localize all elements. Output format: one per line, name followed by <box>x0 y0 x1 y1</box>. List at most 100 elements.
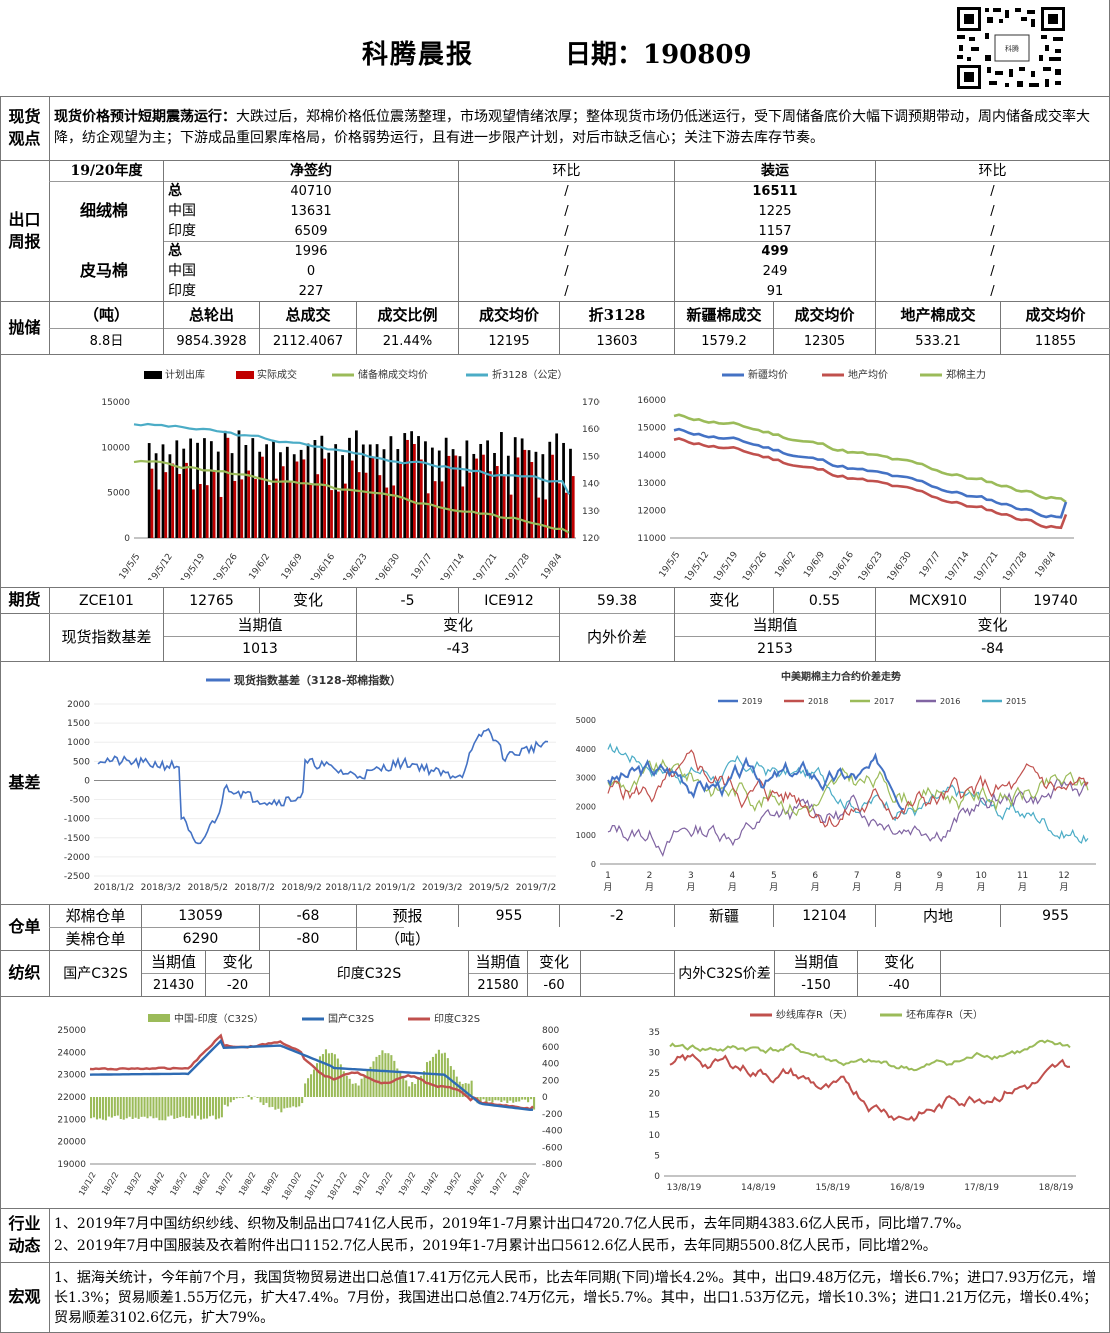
legend-label: 计划出库 <box>165 368 205 381</box>
y-right-tick: -200 <box>542 1110 563 1120</box>
reserve-value: 2112.4067 <box>272 334 344 349</box>
bar-actual <box>247 470 251 538</box>
bar-diff <box>235 1097 238 1099</box>
reserve-auction-chart: 计划出库 实际成交 储备棉成交均价 折3128（公定） 15000 10000 5000 0 1… <box>101 368 600 580</box>
bar-diff <box>167 1097 170 1117</box>
bar-actual <box>226 437 230 538</box>
bar-diff <box>107 1097 110 1117</box>
reserve-head: 总轮出 <box>188 305 234 324</box>
bar-plan <box>479 443 483 538</box>
bar-plan <box>161 444 165 538</box>
bar-diff <box>530 1097 533 1100</box>
bar-diff <box>197 1097 200 1116</box>
export-row-sub: 中国 <box>168 263 196 279</box>
label-line: 动态 <box>8 1236 41 1255</box>
export-chg-value: / <box>564 283 569 299</box>
bar-actual <box>551 454 554 538</box>
reserve-head: 折3128 <box>588 305 646 324</box>
bar-diff <box>194 1097 197 1119</box>
basis-change-head: 变化 <box>442 615 473 634</box>
reserve-head: 总成交 <box>285 305 331 324</box>
reserve-head: 成交均价 <box>1025 305 1086 324</box>
x-tick: 19/6/30 <box>886 550 914 580</box>
bar-diff <box>423 1071 426 1097</box>
reserve-value: 11855 <box>1034 334 1077 349</box>
x-tick: 19/4/2 <box>420 1171 441 1198</box>
x-tick: 2019/3/2 <box>422 883 462 893</box>
x-tick: 2018/11/2 <box>325 883 371 893</box>
x-tick: 19/5/19 <box>712 550 740 580</box>
section-label-reserve: 抛储 <box>8 317 41 337</box>
warehouse-cell: 13059 <box>178 908 223 924</box>
x-tick: 18/5/2 <box>168 1171 189 1198</box>
legend-label: 国产C32S <box>328 1012 374 1025</box>
section-label-warehouse: 仓单 <box>8 917 41 937</box>
reserve-value: 9854.3928 <box>176 334 247 349</box>
y-left-tick: 5000 <box>107 489 130 499</box>
y-right-tick: -800 <box>542 1160 563 1170</box>
x-tick: 18/9/2 <box>260 1171 281 1198</box>
reserve-head: 新疆棉成交 <box>686 305 762 324</box>
bar-diff <box>503 1097 506 1101</box>
series-xinjiang <box>673 427 1068 519</box>
bar-plan <box>472 453 476 538</box>
export-head-chg: 环比 <box>552 163 581 179</box>
warehouse-cell: 12104 <box>802 908 847 924</box>
x-tick: 14/8/19 <box>741 1183 776 1193</box>
y-left-tick: 25000 <box>57 1026 86 1036</box>
legend-label: 坯布库存R（天） <box>906 1008 983 1021</box>
export-net-value: 227 <box>298 283 324 299</box>
x-tick-unit: 月 <box>728 882 737 893</box>
warehouse-cell: 955 <box>495 908 523 924</box>
x-tick-unit: 月 <box>811 882 820 893</box>
bar-diff <box>265 1097 268 1103</box>
bar-plan <box>541 454 545 538</box>
bar-diff <box>467 1083 470 1097</box>
bar-diff <box>202 1097 206 1119</box>
bar-diff <box>223 1097 226 1105</box>
macro-news: 1、据海关统计，今年前7个月，我国货物贸易进出口总值17.41万亿元人民币，比去… <box>54 1270 1098 1326</box>
bar-diff <box>369 1066 372 1097</box>
x-tick: 19/7/14 <box>944 550 972 580</box>
bar-actual <box>240 479 244 538</box>
bar-diff <box>122 1097 125 1120</box>
y-tick: 16000 <box>637 396 666 406</box>
warehouse-cell: 郑棉仓单 <box>65 906 126 925</box>
bar-actual <box>267 484 271 538</box>
y-right-tick: 16000 <box>582 425 600 435</box>
bar-actual <box>350 460 354 538</box>
reserve-value: 12305 <box>803 334 846 349</box>
x-tick-month: 5 <box>771 871 777 881</box>
report-title: 科腾晨报 <box>362 40 475 70</box>
spot-price-chart: 新疆均价 地产均价 郑棉主力 16000 15000 14000 13000 12000 110… <box>637 368 1074 580</box>
export-ship-value: 1157 <box>758 223 792 239</box>
x-tick: 19/7/7 <box>410 552 435 580</box>
textile-head: 当期值 <box>793 952 839 971</box>
futures-cell: MCX910 <box>908 592 968 609</box>
legend-label: 2017 <box>874 697 894 706</box>
bar-diff <box>185 1097 188 1118</box>
x-tick: 18/6/2 <box>191 1171 212 1198</box>
futures-cell: 12765 <box>189 592 234 609</box>
bar-diff <box>131 1097 134 1119</box>
bar-actual <box>343 483 347 538</box>
bar-diff <box>289 1097 292 1108</box>
bar-plan <box>189 438 193 538</box>
y-right-tick: 600 <box>542 1043 559 1053</box>
bar-diff <box>399 1072 402 1097</box>
x-tick: 18/4/2 <box>146 1171 167 1198</box>
x-tick: 19/7/21 <box>471 552 499 580</box>
bar-actual <box>509 494 513 538</box>
bar-plan <box>375 444 379 538</box>
bar-diff <box>217 1097 220 1119</box>
bar-plan <box>569 448 572 538</box>
bar-diff <box>348 1078 351 1097</box>
bar-actual <box>254 479 257 538</box>
bar-plan <box>465 440 469 538</box>
bar-diff <box>179 1097 182 1118</box>
bar-diff <box>315 1063 319 1097</box>
x-tick: 18/12/2 <box>326 1171 349 1202</box>
export-net-value: 13631 <box>290 203 332 219</box>
bar-plan <box>548 441 552 538</box>
